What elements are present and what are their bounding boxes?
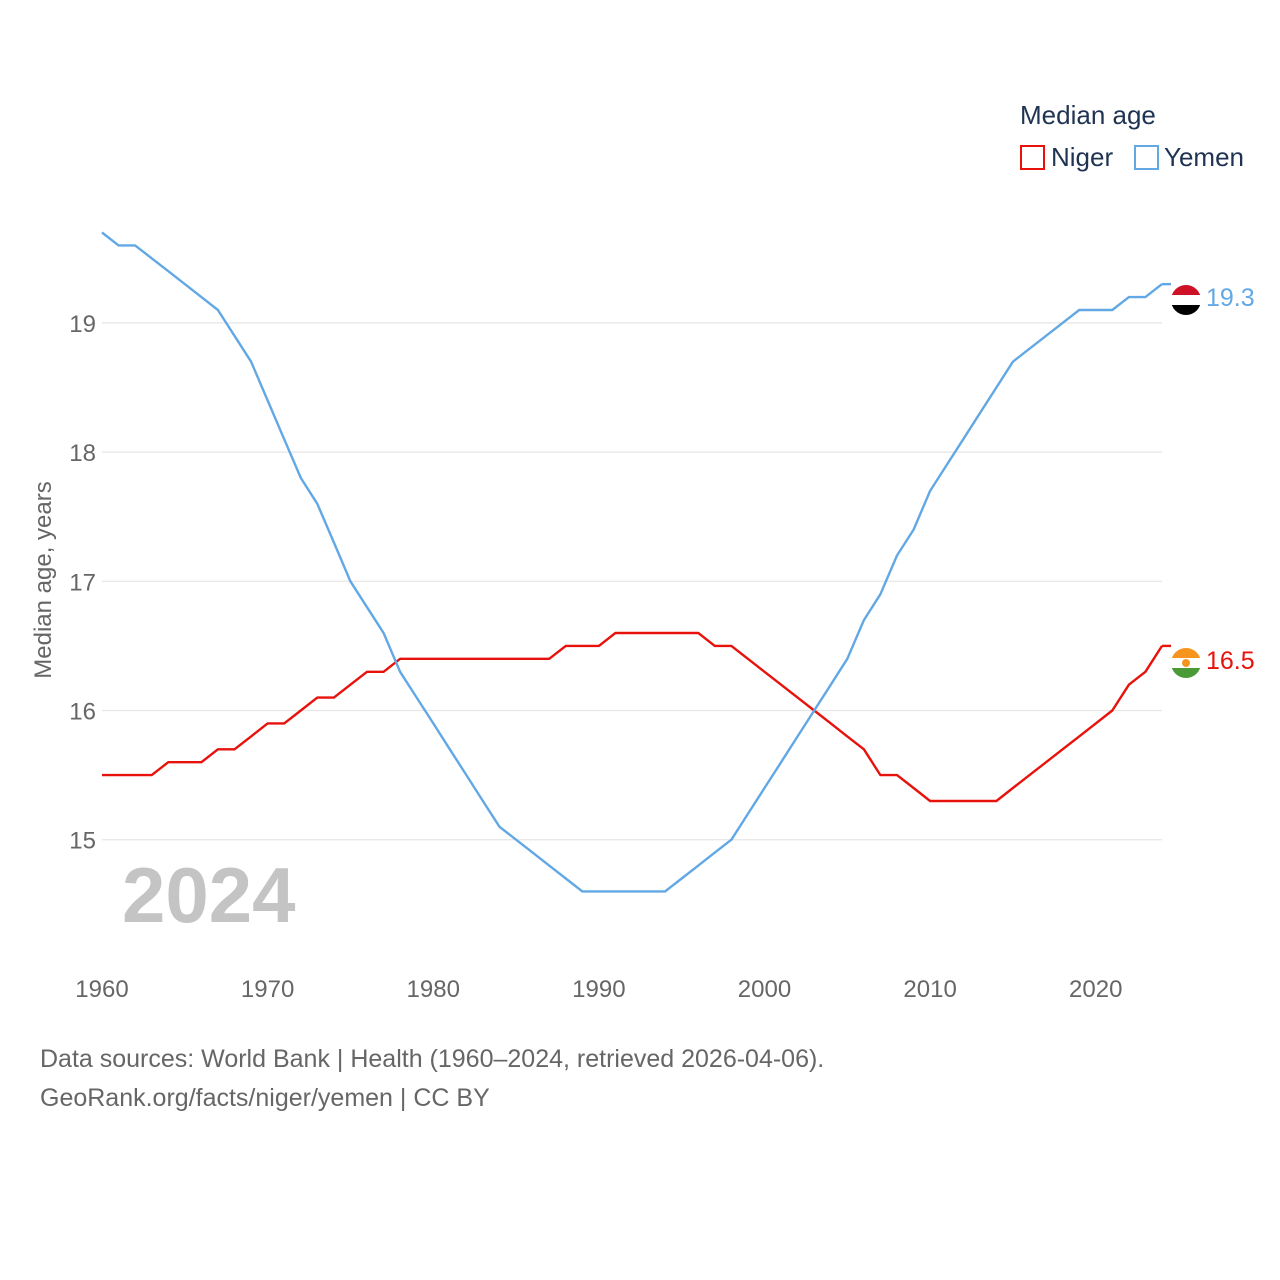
y-tick-label-15: 15 — [69, 828, 96, 855]
x-tick-label-1970: 1970 — [241, 976, 294, 1003]
niger-end-label: 16.5 — [1206, 647, 1255, 675]
x-tick-label-2000: 2000 — [738, 976, 791, 1003]
y-tick-label-18: 18 — [69, 440, 96, 467]
legend-niger-label[interactable]: Niger — [1051, 142, 1113, 172]
legend-niger-swatch[interactable] — [1020, 145, 1045, 170]
legend-title: Median age — [1020, 100, 1156, 130]
x-tick-label-2020: 2020 — [1069, 976, 1122, 1003]
year-watermark: 2024 — [122, 851, 296, 939]
x-tick-label-2010: 2010 — [903, 976, 956, 1003]
yemen-end-label: 19.3 — [1206, 284, 1255, 312]
footer: Data sources: World Bank | Health (1960–… — [40, 1040, 824, 1118]
data-sources-text: Data sources: World Bank | Health (1960–… — [40, 1045, 825, 1073]
niger-series-line — [102, 631, 1164, 803]
x-tick-label-1960: 1960 — [75, 976, 128, 1003]
x-tick-label-1990: 1990 — [572, 976, 625, 1003]
x-tick-label-1980: 1980 — [407, 976, 460, 1003]
y-tick-label-16: 16 — [69, 699, 96, 726]
y-axis-title: Median age, years — [30, 481, 57, 678]
yemen-series-line — [101, 231, 1163, 893]
y-tick-label-17: 17 — [69, 569, 96, 596]
legend-yemen-label[interactable]: Yemen — [1164, 142, 1244, 172]
legend-yemen-swatch[interactable] — [1134, 145, 1159, 170]
attribution-link[interactable]: GeoRank.org/facts/niger/yemen | CC BY — [40, 1084, 490, 1112]
yemen-flag-icon — [1171, 285, 1201, 315]
niger-flag-icon — [1171, 648, 1201, 678]
y-tick-label-19: 19 — [69, 311, 96, 338]
